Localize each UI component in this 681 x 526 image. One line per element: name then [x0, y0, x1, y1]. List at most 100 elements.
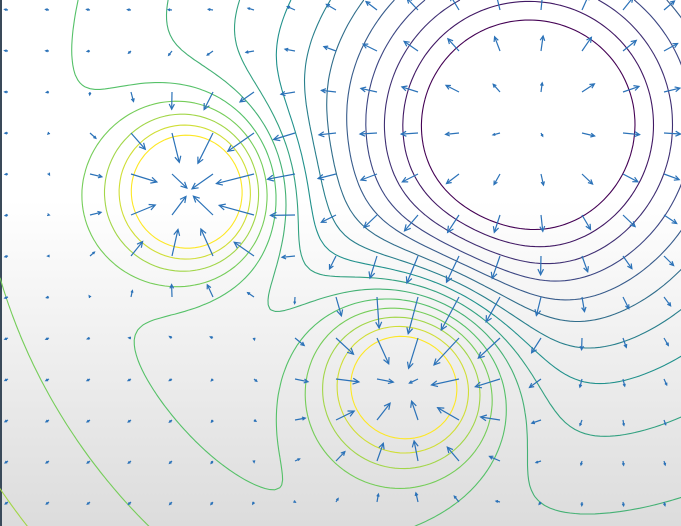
quiver-head — [286, 5, 291, 10]
quiver-shaft — [663, 255, 675, 266]
quiver-head — [92, 251, 96, 255]
quiver-shaft — [365, 1, 378, 11]
quiver-head — [44, 337, 49, 340]
quiver-shaft — [294, 417, 306, 421]
quiver-head — [300, 341, 306, 347]
quiver-head — [127, 419, 131, 423]
quiver-shaft — [622, 337, 627, 348]
quiver-shaft — [335, 296, 342, 316]
quiver-head — [44, 8, 48, 12]
quiver-head — [629, 221, 637, 228]
quiver-shaft — [317, 173, 337, 180]
quiver-head — [45, 501, 49, 505]
quiver-shaft — [445, 255, 460, 283]
quiver-shaft — [491, 255, 501, 279]
quiver-head — [403, 224, 411, 232]
quiver-head — [539, 225, 546, 233]
quiver-head — [85, 49, 90, 53]
quiver-head — [446, 446, 454, 454]
quiver-head — [126, 8, 130, 12]
quiver-shaft — [376, 443, 384, 462]
quiver-shaft — [130, 173, 158, 183]
quiver-shaft — [531, 419, 542, 424]
quiver-head — [86, 336, 90, 340]
quiver-head — [279, 91, 286, 97]
quiver-head — [340, 450, 346, 456]
quiver-shaft — [191, 173, 214, 190]
quiver-head — [130, 98, 135, 103]
quiver-head — [583, 266, 589, 274]
quiver-head — [414, 491, 419, 497]
quiver-head — [3, 49, 7, 53]
quiver-shaft — [171, 173, 188, 189]
quiver-head — [88, 294, 92, 299]
quiver-head — [491, 132, 496, 136]
quiver-shaft — [401, 132, 419, 135]
quiver-head — [168, 103, 175, 111]
quiver-head — [200, 227, 207, 236]
quiver-head — [244, 50, 249, 54]
quiver-head — [166, 8, 171, 12]
quiver-shaft — [493, 214, 501, 233]
quiver-shaft — [446, 446, 460, 462]
quiver-head — [85, 8, 89, 12]
quiver-head — [293, 301, 297, 305]
quiver-head — [168, 460, 172, 465]
quiver-head — [246, 7, 251, 11]
quiver-shaft — [360, 87, 378, 93]
quiver-head — [581, 306, 587, 313]
quiver-shaft — [485, 296, 501, 323]
quiver-head — [401, 176, 409, 183]
quiver-shaft — [529, 378, 542, 388]
quiver-head — [444, 84, 451, 90]
quiver-head — [173, 228, 181, 237]
quiver-shaft — [171, 132, 180, 163]
quiver-head — [210, 460, 214, 465]
quiver-head — [663, 422, 667, 426]
quiver-shaft — [328, 255, 337, 270]
quiver-head — [325, 3, 331, 8]
quiver-shaft — [407, 0, 419, 11]
quiver-shaft — [294, 378, 309, 383]
quiver-head — [210, 419, 214, 424]
quiver-head — [3, 337, 8, 341]
quiver-head — [3, 378, 8, 382]
quiver-head — [671, 218, 678, 225]
quiver-shaft — [359, 132, 378, 135]
quiver-shaft — [492, 83, 501, 93]
quiver-shaft — [200, 228, 214, 257]
quiver-shaft — [581, 132, 595, 137]
quiver-shaft — [406, 255, 419, 284]
quiver-head — [411, 439, 419, 448]
quiver-shaft — [445, 84, 460, 93]
quiver-head — [628, 0, 634, 3]
quiver-shaft — [431, 378, 460, 386]
quiver-shaft — [540, 173, 545, 186]
quiver-shaft — [376, 402, 391, 421]
quiver-head — [530, 346, 537, 354]
contour-line — [118, 124, 470, 454]
quiver-shaft — [494, 36, 501, 52]
quiver-head — [430, 380, 439, 388]
quiver-head — [630, 39, 638, 46]
quiver-head — [3, 90, 7, 94]
quiver-head — [3, 213, 8, 217]
quiver-shaft — [233, 241, 255, 257]
quiver-head — [192, 195, 200, 203]
quiver-shaft — [239, 91, 255, 103]
quiver-head — [97, 173, 104, 179]
quiver-head — [301, 416, 307, 421]
quiver-shaft — [663, 87, 681, 93]
quiver-shaft — [89, 211, 102, 216]
quiver-head — [492, 83, 497, 88]
quiver-head — [534, 309, 542, 317]
quiver-head — [3, 296, 8, 299]
quiver-head — [540, 133, 544, 138]
contour-line — [0, 113, 481, 526]
quiver-head — [168, 378, 172, 382]
quiver-head — [179, 195, 187, 204]
quiver-layer — [3, 0, 681, 508]
